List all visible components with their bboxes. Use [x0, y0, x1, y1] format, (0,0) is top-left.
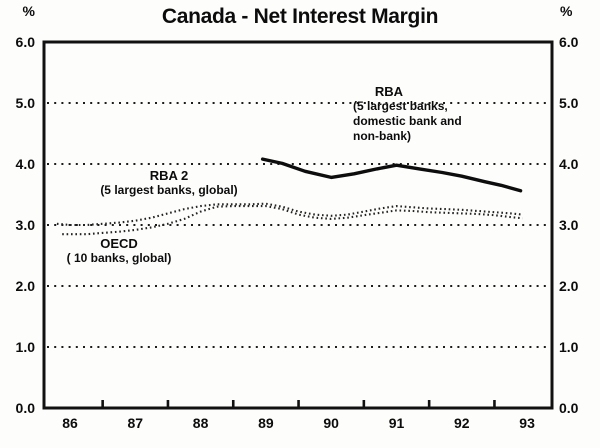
- x-axis-label: 89: [258, 415, 274, 431]
- x-axis-label: 88: [192, 415, 209, 431]
- series-line-oecd: [62, 205, 523, 236]
- annotation-rba-line1: (5 largest banks,: [353, 99, 448, 113]
- y-axis-label-left: 6.0: [15, 34, 35, 50]
- annotation-oecd-line1: ( 10 banks, global): [66, 251, 172, 265]
- annotation-rba: RBA (5 largest banks, domestic bank and …: [353, 84, 462, 144]
- annotation-rba2: RBA 2 (5 largest banks, global): [84, 168, 254, 198]
- y-axis-label-right: 4.0: [559, 156, 579, 172]
- y-axis-label-left: 1.0: [15, 339, 35, 355]
- annotation-rba-line2: domestic bank and: [353, 114, 462, 128]
- y-axis-label-right: 0.0: [559, 400, 579, 416]
- y-axis-label-left: 5.0: [15, 95, 35, 111]
- annotation-rba2-name: RBA 2: [149, 168, 189, 183]
- y-axis-label-left: 4.0: [15, 156, 35, 172]
- y-axis-label-right: 3.0: [559, 217, 579, 233]
- x-axis-label: 91: [388, 415, 405, 431]
- annotation-rba-name: RBA: [374, 84, 404, 99]
- annotation-rba2-line1: (5 largest banks, global): [100, 183, 238, 197]
- series-line-rba-2: [56, 202, 523, 227]
- annotation-oecd-name: OECD: [100, 236, 138, 251]
- y-axis-label-left: 0.0: [15, 400, 35, 416]
- x-axis-label: 92: [454, 415, 470, 431]
- y-axis-label-right: 1.0: [559, 339, 579, 355]
- x-axis-label: 90: [323, 415, 339, 431]
- annotation-rba-line3: non-bank): [353, 129, 411, 143]
- y-axis-label-right: 6.0: [559, 34, 579, 50]
- y-axis-unit-right: %: [560, 3, 573, 19]
- x-axis-label: 93: [519, 415, 535, 431]
- x-axis-label: 86: [62, 415, 78, 431]
- y-axis-label-left: 2.0: [15, 278, 35, 294]
- y-axis-label-right: 2.0: [559, 278, 579, 294]
- y-axis-label-right: 5.0: [559, 95, 579, 111]
- series-line-rba: [260, 157, 523, 193]
- x-axis-label: 87: [127, 415, 144, 431]
- y-axis-unit-left: %: [22, 3, 35, 19]
- annotation-oecd: OECD ( 10 banks, global): [44, 236, 194, 266]
- plot-border: [42, 40, 554, 410]
- chart-title: Canada - Net Interest Margin: [161, 5, 439, 28]
- y-axis-label-left: 3.0: [15, 217, 35, 233]
